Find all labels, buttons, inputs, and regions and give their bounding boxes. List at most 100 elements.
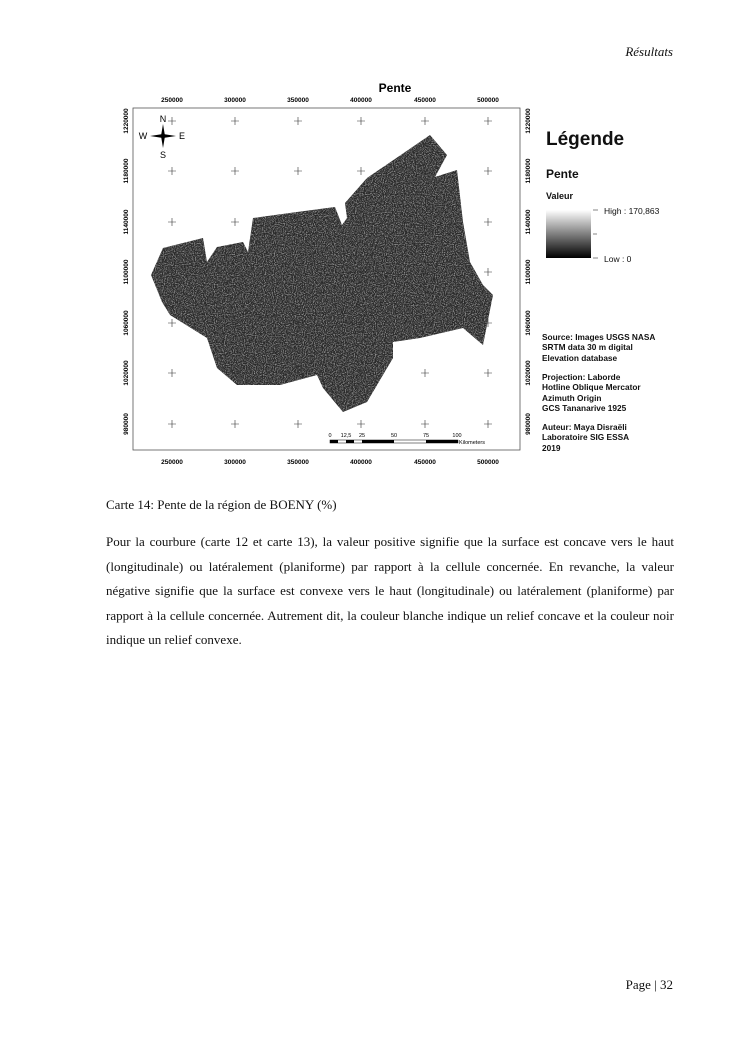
grid-cross (421, 369, 429, 377)
x-tick-bottom: 300000 (224, 459, 246, 466)
grid-cross (294, 268, 302, 276)
grid-cross (357, 117, 365, 125)
grid-cross (168, 218, 176, 226)
grid-cross (484, 218, 492, 226)
grid-cross (484, 167, 492, 175)
grid-cross (421, 420, 429, 428)
grid-cross (231, 218, 239, 226)
grid-cross (168, 369, 176, 377)
scale-tick: 12,5 (341, 433, 352, 439)
grid-cross (168, 117, 176, 125)
grid-cross (484, 268, 492, 276)
compass-s: S (160, 150, 166, 160)
y-tick-left: 1020000 (123, 360, 130, 386)
y-tick-right: 1180000 (525, 158, 532, 183)
legend-title: Légende (546, 129, 625, 150)
y-tick-left: 1140000 (123, 209, 130, 234)
x-tick-top: 400000 (350, 97, 372, 104)
compass-e: E (179, 131, 185, 141)
grid-cross (357, 268, 365, 276)
grid-cross (231, 420, 239, 428)
north-arrow-icon: N S W E (139, 114, 185, 160)
grid-cross (484, 319, 492, 327)
y-tick-left: 1060000 (123, 310, 130, 336)
body-paragraph: Pour la courbure (carte 12 et carte 13),… (106, 534, 674, 647)
compass-w: W (139, 131, 148, 141)
grid-cross (294, 319, 302, 327)
grid-cross (357, 369, 365, 377)
y-tick-left: 980000 (123, 413, 130, 435)
x-tick-top: 350000 (287, 97, 309, 104)
y-tick-left: 1100000 (123, 259, 130, 284)
y-tick-left: 1180000 (123, 158, 130, 183)
grid-cross (421, 167, 429, 175)
legend-high: High : 170,863 (604, 206, 660, 216)
x-tick-top: 500000 (477, 97, 499, 104)
scale-tick: 50 (391, 433, 397, 439)
grid-cross (484, 420, 492, 428)
y-ticks: 1220000 1220000 1180000 1180000 1140000 11400… (123, 108, 532, 435)
slope-map: Pente 250000 250000 300000 300000 350000 3500… (123, 81, 598, 466)
x-tick-top: 450000 (414, 97, 436, 104)
compass-n: N (160, 114, 167, 124)
figure-caption: Carte 14: Pente de la région de BOENY (%… (106, 497, 337, 512)
scale-bar: 0 12,5 25 50 75 100 Kilometers (328, 433, 485, 446)
scale-unit: Kilometers (459, 440, 485, 446)
x-tick-bottom: 500000 (477, 459, 499, 466)
legend-low: Low : 0 (604, 254, 632, 264)
scale-tick: 100 (452, 433, 461, 439)
scale-tick: 0 (328, 433, 331, 439)
grid-cross (231, 369, 239, 377)
x-tick-bottom: 400000 (350, 459, 372, 466)
grid-cross (168, 420, 176, 428)
map-source: Source: Images USGS NASA SRTM data 30 m … (542, 332, 656, 363)
grid-cross (357, 167, 365, 175)
grid-cross (294, 369, 302, 377)
y-tick-left: 1220000 (123, 108, 130, 134)
x-tick-bottom: 350000 (287, 459, 309, 466)
ramp-ticks (593, 209, 598, 259)
grid-cross (357, 218, 365, 226)
grid-cross (168, 167, 176, 175)
grid-cross (168, 268, 176, 276)
x-tick-top: 300000 (224, 97, 246, 104)
scale-tick: 75 (423, 433, 429, 439)
grid-cross (421, 218, 429, 226)
x-ticks: 250000 250000 300000 300000 350000 350000 4000… (161, 97, 499, 466)
x-tick-top: 250000 (161, 97, 183, 104)
running-header: Résultats (625, 44, 673, 59)
boeny-region (151, 135, 493, 412)
grid-cross (231, 268, 239, 276)
y-tick-right: 1140000 (525, 209, 532, 234)
legend-ramp (546, 210, 591, 258)
x-tick-bottom: 450000 (414, 459, 436, 466)
grid-cross (168, 319, 176, 327)
y-tick-right: 1220000 (525, 108, 532, 134)
legend-field: Valeur (546, 191, 574, 201)
grid-cross (231, 167, 239, 175)
grid-cross (357, 319, 365, 327)
grid-cross (421, 268, 429, 276)
scale-tick: 25 (359, 433, 365, 439)
x-tick-bottom: 250000 (161, 459, 183, 466)
grid-cross (231, 319, 239, 327)
grid-cross (294, 218, 302, 226)
grid-cross (484, 117, 492, 125)
legend-layer: Pente (546, 167, 579, 181)
grid-cross (421, 319, 429, 327)
y-tick-right: 1060000 (525, 310, 532, 336)
grid-cross (421, 117, 429, 125)
graticule (168, 117, 492, 428)
grid-cross (294, 117, 302, 125)
map-projection: Projection: Laborde Hotline Oblique Merc… (542, 372, 641, 413)
map-author: Auteur: Maya Disraëli Laboratoire SIG ES… (542, 422, 630, 453)
grid-cross (294, 167, 302, 175)
y-tick-right: 980000 (525, 413, 532, 435)
page-number: Page | 32 (625, 977, 673, 992)
grid-cross (484, 369, 492, 377)
grid-cross (294, 420, 302, 428)
grid-cross (231, 117, 239, 125)
y-tick-right: 1100000 (525, 259, 532, 284)
map-title: Pente (379, 81, 412, 95)
grid-cross (357, 420, 365, 428)
